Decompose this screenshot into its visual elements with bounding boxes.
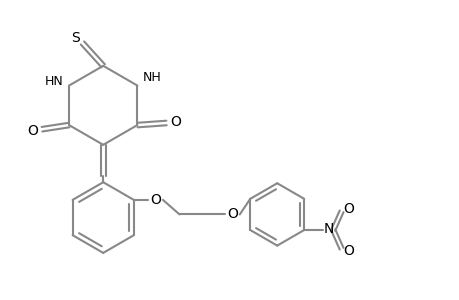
- Text: O: O: [343, 202, 353, 216]
- Text: O: O: [170, 115, 181, 129]
- Text: N: N: [323, 222, 334, 236]
- Text: O: O: [151, 193, 161, 207]
- Text: HN: HN: [45, 75, 64, 88]
- Text: O: O: [27, 124, 38, 138]
- Text: NH: NH: [142, 71, 161, 84]
- Text: O: O: [343, 244, 353, 258]
- Text: S: S: [71, 31, 79, 45]
- Text: O: O: [227, 207, 238, 221]
